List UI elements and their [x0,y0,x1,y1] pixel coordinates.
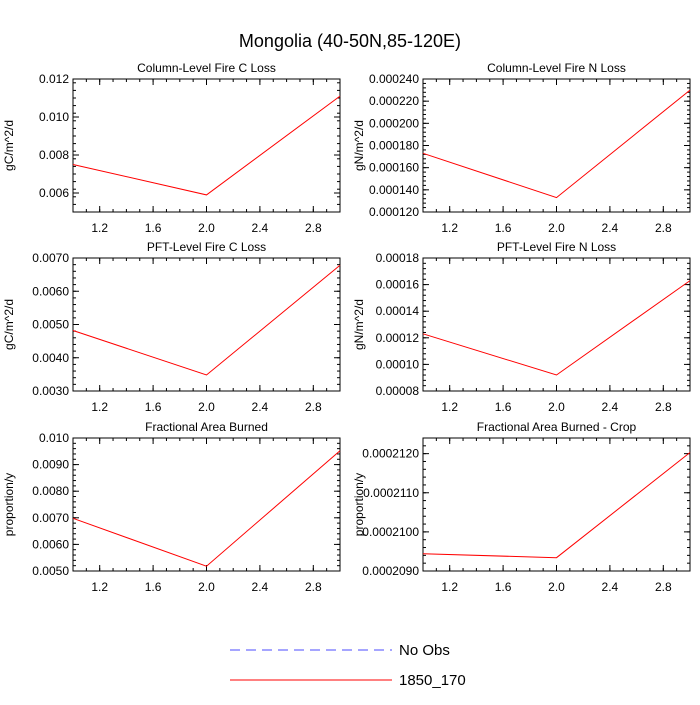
x-tick-label: 2.4 [252,221,269,235]
x-tick-label: 2.8 [655,400,672,414]
series-line-1850-170 [422,280,691,376]
legend-label-1850-170: 1850_170 [399,672,466,689]
panel-title: Column-Level Fire N Loss [487,61,626,75]
y-tick-label: 0.00010 [376,357,420,371]
x-tick-label: 2.4 [602,221,619,235]
panel-title: Fractional Area Burned - Crop [477,420,637,434]
y-axis-label: proportion/y [2,473,16,536]
figure-title: Mongolia (40-50N,85-120E) [239,31,461,51]
y-tick-label: 0.0002100 [362,525,419,539]
y-tick-label: 0.010 [39,110,69,124]
y-tick-label: 0.00016 [376,278,420,292]
x-tick-label: 2.0 [198,221,215,235]
x-tick-label: 1.2 [441,400,458,414]
chart-panel-2: Column-Level Fire N Loss gN/m^2/d 1.2 1.6 2.… [352,61,691,235]
x-tick-label: 2.4 [602,580,619,594]
panel-title: PFT-Level Fire C Loss [147,240,266,254]
chart-panel-6: Fractional Area Burned - Crop proportion/… [352,420,691,594]
legend: No Obs 1850_170 [230,642,466,689]
y-tick-label: 0.0060 [32,284,69,298]
panel-title: Column-Level Fire C Loss [137,61,276,75]
y-tick-label: 0.012 [39,72,69,86]
x-tick-label: 2.4 [252,400,269,414]
y-tick-label: 0.0002090 [362,564,419,578]
chart-panel-3: PFT-Level Fire C Loss gC/m^2/d 1.2 1.6 2.0 2.… [2,240,341,414]
y-tick-label: 0.0060 [32,537,69,551]
y-axis-label: gN/m^2/d [352,299,366,350]
y-axis-label: gN/m^2/d [352,120,366,171]
x-tick-label: 1.6 [495,400,512,414]
x-tick-label: 2.8 [305,580,322,594]
x-tick-label: 2.8 [305,400,322,414]
chart-panel-1: Column-Level Fire C Loss gC/m^2/d 1.2 1.6 2.… [2,61,341,235]
x-tick-label: 2.8 [655,580,672,594]
x-tick-label: 2.0 [548,580,565,594]
plot-frame [72,78,341,213]
y-tick-label: 0.0002110 [363,486,419,500]
chart-panel-4: PFT-Level Fire N Loss gN/m^2/d 1.2 1.6 2.0 2.… [352,240,691,414]
y-axis-label: gC/m^2/d [2,120,16,171]
y-tick-label: 0.0002120 [362,447,419,461]
x-tick-label: 2.0 [198,400,215,414]
y-tick-label: 0.0030 [32,384,69,398]
series-line-1850-170 [72,264,341,376]
y-tick-label: 0.0090 [32,458,69,472]
x-tick-label: 2.4 [602,400,619,414]
y-tick-label: 0.010 [39,431,69,445]
series-line-1850-170 [422,452,691,559]
plot-frame [422,78,691,213]
series-line-1850-170 [72,95,341,196]
series-line-1850-170 [72,450,341,567]
y-tick-label: 0.0050 [32,564,69,578]
y-tick-label: 0.0080 [32,484,69,498]
y-tick-label: 0.000180 [369,139,419,153]
y-tick-label: 0.006 [39,186,69,200]
y-tick-label: 0.000120 [369,205,419,219]
y-tick-label: 0.000160 [369,161,419,175]
panel-title: PFT-Level Fire N Loss [497,240,616,254]
y-tick-label: 0.0070 [32,511,69,525]
x-tick-label: 1.6 [495,580,512,594]
x-tick-label: 1.2 [91,400,108,414]
y-tick-label: 0.00008 [376,384,420,398]
y-tick-label: 0.00014 [376,304,420,318]
plot-frame [72,437,341,572]
y-tick-label: 0.00012 [376,331,420,345]
x-tick-label: 1.2 [441,580,458,594]
series-line-1850-170 [422,89,691,199]
x-tick-label: 1.6 [495,221,512,235]
x-tick-label: 1.6 [145,400,162,414]
x-tick-label: 2.0 [198,580,215,594]
legend-label-no-obs: No Obs [399,642,450,659]
y-tick-label: 0.0040 [32,351,69,365]
x-tick-label: 1.2 [91,221,108,235]
y-axis-label: gC/m^2/d [2,299,16,350]
y-tick-label: 0.0070 [32,251,69,265]
y-tick-label: 0.000140 [369,183,419,197]
x-tick-label: 2.4 [252,580,269,594]
x-tick-label: 1.2 [91,580,108,594]
x-tick-label: 2.8 [305,221,322,235]
y-tick-label: 0.0050 [32,318,69,332]
chart-panel-5: Fractional Area Burned proportion/y 1.2 1.6… [2,420,341,594]
y-tick-label: 0.008 [39,148,69,162]
y-axis-label: proportion/y [352,473,366,536]
plot-frame [422,257,691,392]
x-tick-label: 1.2 [441,221,458,235]
y-tick-label: 0.000240 [369,72,419,86]
y-tick-label: 0.000200 [369,116,419,130]
panels: Column-Level Fire C Loss gC/m^2/d 1.2 1.6 2.… [2,61,691,594]
y-tick-label: 0.00018 [376,251,420,265]
panel-title: Fractional Area Burned [145,420,268,434]
plot-frame [422,437,691,572]
x-tick-label: 2.0 [548,221,565,235]
plot-frame [72,257,341,392]
x-tick-label: 1.6 [145,580,162,594]
x-tick-label: 1.6 [145,221,162,235]
y-tick-label: 0.000220 [369,94,419,108]
x-tick-label: 2.8 [655,221,672,235]
x-tick-label: 2.0 [548,400,565,414]
